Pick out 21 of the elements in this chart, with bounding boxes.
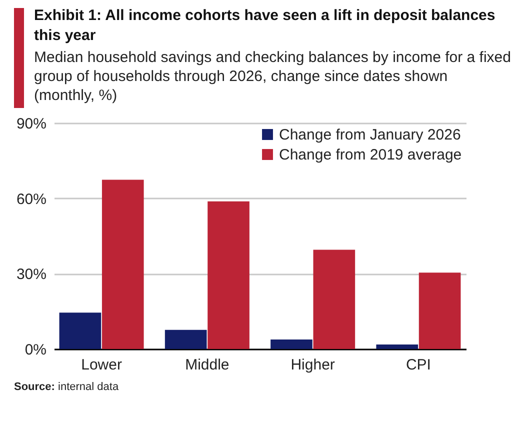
- bar: [313, 250, 356, 349]
- bar: [418, 272, 461, 349]
- bar: [59, 312, 102, 349]
- x-tick-label: Lower: [81, 356, 122, 374]
- legend-label: Change from January 2026: [279, 126, 461, 144]
- x-tick-label: Middle: [185, 356, 230, 374]
- chart-title: Exhibit 1: All income cohorts have seen a lift in deposit balances this year: [34, 6, 496, 46]
- y-tick-label: 60%: [16, 190, 46, 208]
- y-tick-label: 30%: [16, 266, 46, 284]
- y-tick-label: 90%: [16, 116, 46, 132]
- bar: [164, 330, 207, 349]
- bar: [102, 180, 144, 349]
- chart-subtitle: Median household savings and checking balances by income for a fixed group of households through 2026, change since dates shown (monthly, %): [34, 48, 512, 105]
- bar: [376, 344, 418, 349]
- bar: [208, 201, 250, 349]
- x-tick-label: Higher: [290, 356, 335, 374]
- bar: [270, 339, 312, 349]
- x-tick-label: CPI: [406, 356, 431, 374]
- source-note: Source: internal data: [14, 381, 120, 393]
- y-tick-label: 0%: [24, 342, 46, 358]
- legend-label: Change from 2019 average: [279, 146, 462, 164]
